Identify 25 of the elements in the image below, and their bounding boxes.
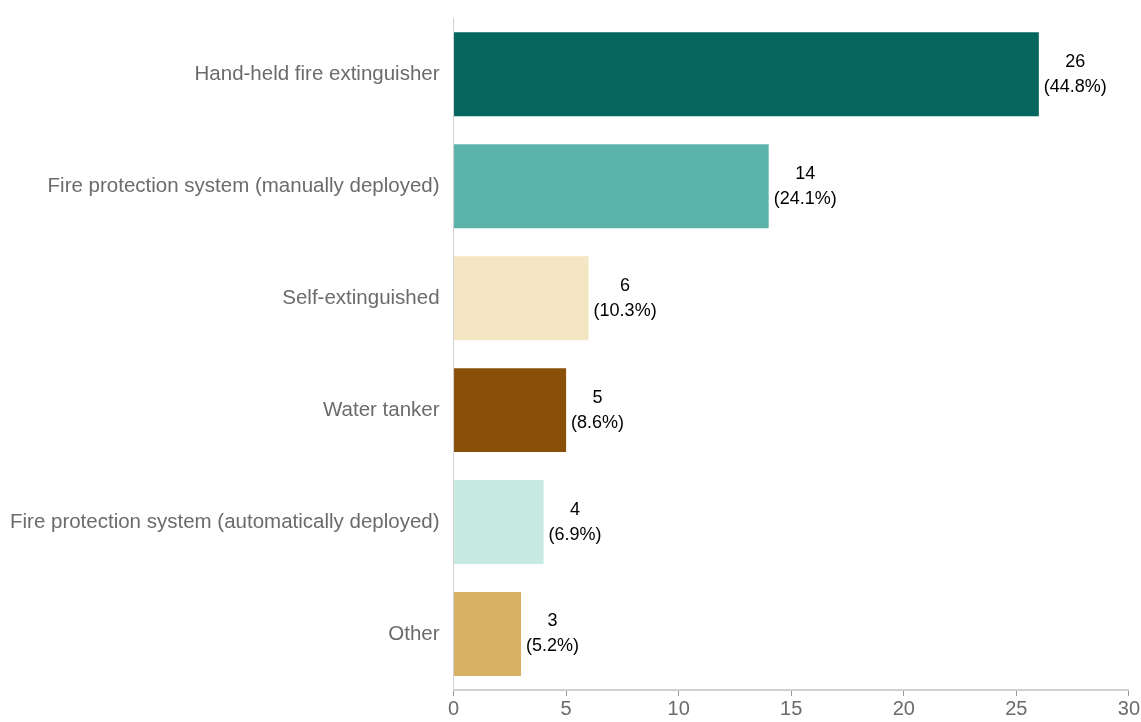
x-tick-label: 10 bbox=[667, 696, 690, 719]
y-tick-label: Water tanker bbox=[322, 396, 440, 420]
y-tick-label: Other bbox=[388, 620, 440, 644]
data-label: 3 (5.2%) bbox=[526, 610, 580, 656]
y-tick-label: Self-extinguished bbox=[282, 284, 440, 308]
data-label: 26 (44.8%) bbox=[1043, 50, 1107, 96]
bar bbox=[454, 368, 567, 453]
y-tick-label: Hand-held fire extinguisher bbox=[194, 60, 440, 84]
bar bbox=[454, 592, 522, 677]
bar bbox=[454, 144, 769, 229]
x-tick-label: 30 bbox=[1117, 696, 1140, 719]
data-label: 6 (10.3%) bbox=[593, 274, 657, 320]
y-tick-label: Fire protection system (manually deployed) bbox=[47, 172, 440, 196]
x-tick-label: 15 bbox=[780, 696, 803, 719]
x-tick-label: 20 bbox=[892, 696, 915, 719]
bar bbox=[454, 256, 589, 341]
data-label: 14 (24.1%) bbox=[773, 162, 837, 208]
bar bbox=[454, 32, 1039, 117]
x-tick-label: 0 bbox=[447, 696, 460, 719]
y-tick-label: Fire protection system (automatically deployed) bbox=[9, 508, 440, 532]
x-tick-label: 25 bbox=[1005, 696, 1028, 719]
bar bbox=[454, 480, 544, 565]
data-label: 5 (8.6%) bbox=[571, 386, 625, 432]
x-tick-label: 5 bbox=[560, 696, 572, 719]
data-label: 4 (6.9%) bbox=[548, 498, 602, 544]
